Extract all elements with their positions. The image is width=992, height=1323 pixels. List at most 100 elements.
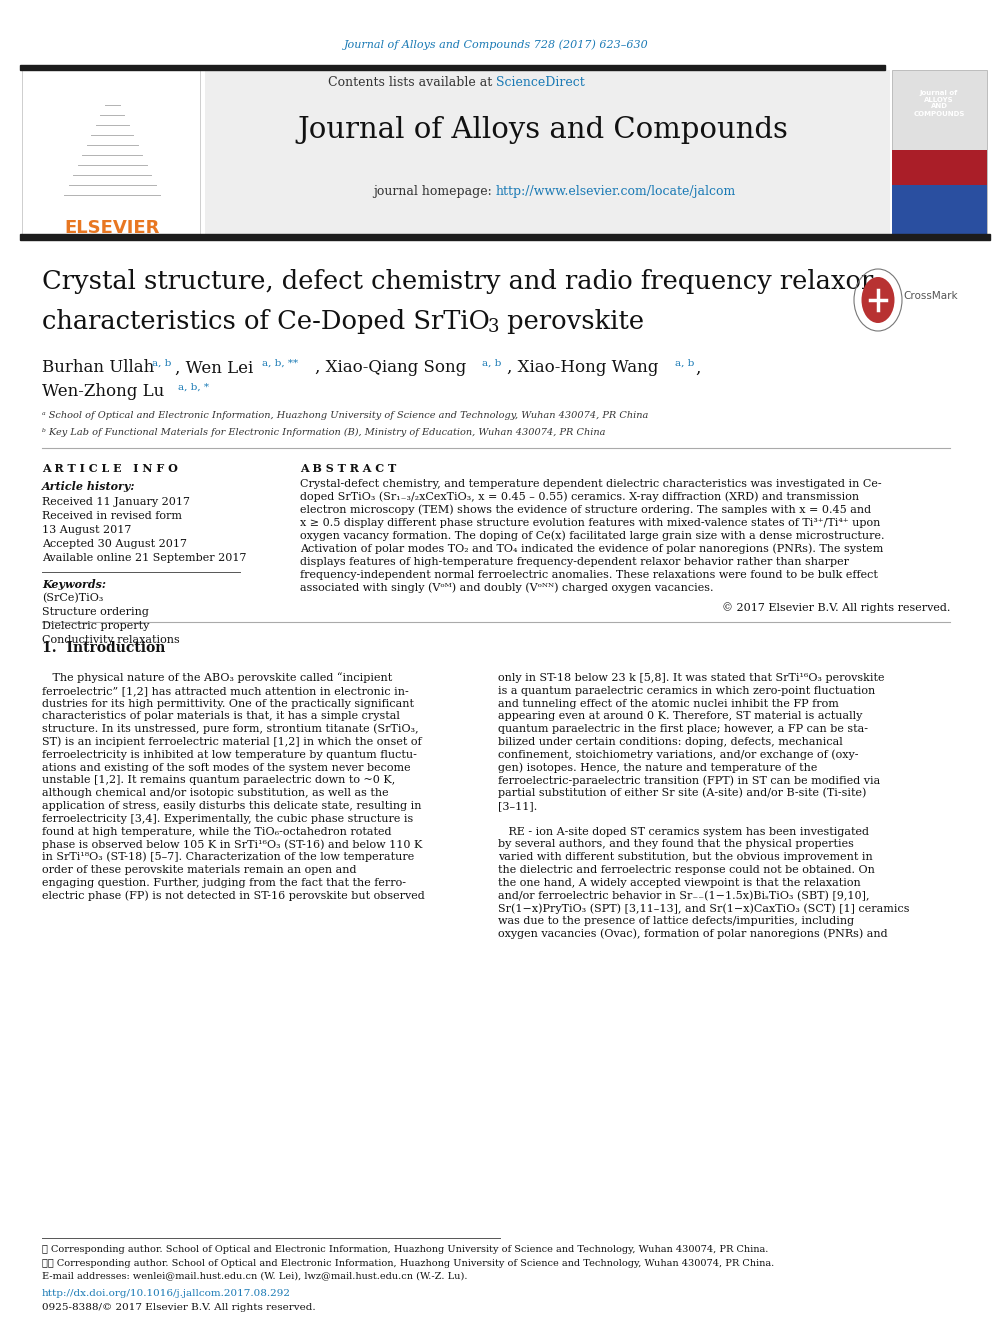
- Text: application of stress, easily disturbs this delicate state, resulting in: application of stress, easily disturbs t…: [42, 800, 422, 811]
- Text: RE - ion A-site doped ST ceramics system has been investigated: RE - ion A-site doped ST ceramics system…: [498, 827, 869, 836]
- Text: ferroelectric” [1,2] has attracted much attention in electronic in-: ferroelectric” [1,2] has attracted much …: [42, 685, 409, 696]
- Text: and tunneling effect of the atomic nuclei inhibit the FP from: and tunneling effect of the atomic nucle…: [498, 699, 839, 709]
- Text: Conductivity relaxations: Conductivity relaxations: [42, 635, 180, 646]
- Text: the one hand, A widely accepted viewpoint is that the relaxation: the one hand, A widely accepted viewpoin…: [498, 877, 861, 888]
- Text: only in ST-18 below 23 k [5,8]. It was stated that SrTi¹⁶O₃ perovskite: only in ST-18 below 23 k [5,8]. It was s…: [498, 673, 885, 683]
- Text: ferroelectricity is inhibited at low temperature by quantum fluctu-: ferroelectricity is inhibited at low tem…: [42, 750, 417, 759]
- Bar: [20, 234, 990, 239]
- Text: 1.  Introduction: 1. Introduction: [42, 642, 166, 655]
- Text: Available online 21 September 2017: Available online 21 September 2017: [42, 553, 246, 564]
- Text: by several authors, and they found that the physical properties: by several authors, and they found that …: [498, 839, 854, 849]
- Text: Keywords:: Keywords:: [42, 578, 106, 590]
- Text: Activation of polar modes TO₂ and TO₄ indicated the evidence of polar nanoregion: Activation of polar modes TO₂ and TO₄ in…: [300, 544, 883, 554]
- Text: Received in revised form: Received in revised form: [42, 511, 182, 521]
- Text: quantum paraelectric in the first place; however, a FP can be sta-: quantum paraelectric in the first place;…: [498, 724, 868, 734]
- Text: phase is observed below 105 K in SrTi¹⁶O₃ (ST-16) and below 110 K: phase is observed below 105 K in SrTi¹⁶O…: [42, 839, 423, 849]
- Text: (SrCe)TiO₃: (SrCe)TiO₃: [42, 593, 103, 603]
- Text: CrossMark: CrossMark: [903, 291, 957, 302]
- Text: 13 August 2017: 13 August 2017: [42, 525, 131, 534]
- Text: ,: ,: [695, 360, 700, 377]
- Text: ST) is an incipient ferroelectric material [1,2] in which the onset of: ST) is an incipient ferroelectric materi…: [42, 737, 422, 747]
- Text: ferroelectricity [3,4]. Experimentally, the cubic phase structure is: ferroelectricity [3,4]. Experimentally, …: [42, 814, 414, 824]
- Text: varied with different substitution, but the obvious improvement in: varied with different substitution, but …: [498, 852, 873, 863]
- Bar: [892, 70, 987, 235]
- Text: Journal of Alloys and Compounds: Journal of Alloys and Compounds: [298, 116, 789, 144]
- Text: Article history:: Article history:: [42, 482, 136, 492]
- Text: http://www.elsevier.com/locate/jalcom: http://www.elsevier.com/locate/jalcom: [496, 185, 736, 198]
- Text: 0925-8388/© 2017 Elsevier B.V. All rights reserved.: 0925-8388/© 2017 Elsevier B.V. All right…: [42, 1303, 315, 1312]
- Bar: [20, 65, 885, 70]
- Text: Journal of
ALLOYS
AND
COMPOUNDS: Journal of ALLOYS AND COMPOUNDS: [914, 90, 964, 116]
- Bar: [22, 70, 200, 235]
- Text: appearing even at around 0 K. Therefore, ST material is actually: appearing even at around 0 K. Therefore,…: [498, 712, 862, 721]
- Text: Sr(1−x)PryTiO₃ (SPT) [3,11–13], and Sr(1−x)CaxTiO₃ (SCT) [1] ceramics: Sr(1−x)PryTiO₃ (SPT) [3,11–13], and Sr(1…: [498, 904, 910, 914]
- Text: is a quantum paraelectric ceramics in which zero-point fluctuation: is a quantum paraelectric ceramics in wh…: [498, 685, 875, 696]
- Text: oxygen vacancies (Ovac), formation of polar nanoregions (PNRs) and: oxygen vacancies (Ovac), formation of po…: [498, 929, 888, 939]
- Text: engaging question. Further, judging from the fact that the ferro-: engaging question. Further, judging from…: [42, 877, 406, 888]
- Text: bilized under certain conditions: doping, defects, mechanical: bilized under certain conditions: doping…: [498, 737, 843, 747]
- Text: electric phase (FP) is not detected in ST-16 perovskite but observed: electric phase (FP) is not detected in S…: [42, 890, 425, 901]
- Text: http://dx.doi.org/10.1016/j.jallcom.2017.08.292: http://dx.doi.org/10.1016/j.jallcom.2017…: [42, 1289, 291, 1298]
- Text: Crystal structure, defect chemistry and radio frequency relaxor: Crystal structure, defect chemistry and …: [42, 270, 873, 295]
- Text: a, b, **: a, b, **: [262, 359, 299, 368]
- Text: x ≥ 0.5 display different phase structure evolution features with mixed-valence : x ≥ 0.5 display different phase structur…: [300, 519, 880, 528]
- Text: characteristics of polar materials is that, it has a simple crystal: characteristics of polar materials is th…: [42, 712, 400, 721]
- Text: although chemical and/or isotopic substitution, as well as the: although chemical and/or isotopic substi…: [42, 789, 389, 798]
- Text: , Wen Lei: , Wen Lei: [175, 360, 259, 377]
- Bar: [892, 149, 987, 185]
- Text: journal homepage:: journal homepage:: [373, 185, 496, 198]
- Text: confinement, stoichiometry variations, and/or exchange of (oxy-: confinement, stoichiometry variations, a…: [498, 750, 858, 761]
- Text: unstable [1,2]. It remains quantum paraelectric down to ~0 K,: unstable [1,2]. It remains quantum parae…: [42, 775, 395, 786]
- Text: a, b: a, b: [152, 359, 172, 368]
- Text: © 2017 Elsevier B.V. All rights reserved.: © 2017 Elsevier B.V. All rights reserved…: [721, 602, 950, 614]
- Text: structure. In its unstressed, pure form, strontium titanate (SrTiO₃,: structure. In its unstressed, pure form,…: [42, 724, 419, 734]
- Bar: [205, 70, 890, 235]
- Text: was due to the presence of lattice defects/impurities, including: was due to the presence of lattice defec…: [498, 917, 854, 926]
- Text: a, b: a, b: [482, 359, 501, 368]
- Text: ★★ Corresponding author. School of Optical and Electronic Information, Huazhong : ★★ Corresponding author. School of Optic…: [42, 1258, 774, 1267]
- Text: ations and existing of the soft modes of the system never become: ations and existing of the soft modes of…: [42, 762, 411, 773]
- Text: doped SrTiO₃ (Sr₁₋₃/₂xCexTiO₃, x = 0.45 – 0.55) ceramics. X-ray diffraction (XRD: doped SrTiO₃ (Sr₁₋₃/₂xCexTiO₃, x = 0.45 …: [300, 492, 859, 503]
- Text: Journal of Alloys and Compounds 728 (2017) 623–630: Journal of Alloys and Compounds 728 (201…: [343, 40, 649, 50]
- Text: E-mail addresses: wenlei@mail.hust.edu.cn (W. Lei), lwz@mail.hust.edu.cn (W.-Z. : E-mail addresses: wenlei@mail.hust.edu.c…: [42, 1271, 467, 1281]
- Text: in SrTi¹⁸O₃ (ST-18) [5–7]. Characterization of the low temperature: in SrTi¹⁸O₃ (ST-18) [5–7]. Characterizat…: [42, 852, 415, 863]
- Ellipse shape: [861, 277, 895, 323]
- Text: associated with singly (Vᵒᴹ) and doubly (Vᵒᴺᴺ) charged oxygen vacancies.: associated with singly (Vᵒᴹ) and doubly …: [300, 582, 713, 593]
- Text: ferroelectric-paraelectric transition (FPT) in ST can be modified via: ferroelectric-paraelectric transition (F…: [498, 775, 880, 786]
- Text: characteristics of Ce-Doped SrTiO: characteristics of Ce-Doped SrTiO: [42, 310, 490, 335]
- Text: A R T I C L E   I N F O: A R T I C L E I N F O: [42, 463, 178, 474]
- Text: ᵃ School of Optical and Electronic Information, Huazhong University of Science a: ᵃ School of Optical and Electronic Infor…: [42, 411, 649, 421]
- Text: frequency-independent normal ferroelectric anomalies. These relaxations were fou: frequency-independent normal ferroelectr…: [300, 570, 878, 579]
- Text: order of these perovskite materials remain an open and: order of these perovskite materials rema…: [42, 865, 356, 875]
- Text: Structure ordering: Structure ordering: [42, 607, 149, 617]
- Text: displays features of high-temperature frequency-dependent relaxor behavior rathe: displays features of high-temperature fr…: [300, 557, 849, 568]
- Text: , Xiao-Hong Wang: , Xiao-Hong Wang: [507, 360, 664, 377]
- Text: Contents lists available at: Contents lists available at: [327, 75, 496, 89]
- Text: partial substitution of either Sr site (A-site) and/or B-site (Ti-site): partial substitution of either Sr site (…: [498, 789, 866, 799]
- Text: a, b, *: a, b, *: [178, 382, 209, 392]
- Text: ScienceDirect: ScienceDirect: [496, 75, 584, 89]
- Text: and/or ferroelectric behavior in Sr₋₋(1−1.5x)BiₛTiO₃ (SBT) [9,10],: and/or ferroelectric behavior in Sr₋₋(1−…: [498, 890, 870, 901]
- Text: The physical nature of the ABO₃ perovskite called “incipient: The physical nature of the ABO₃ perovski…: [42, 672, 392, 684]
- Text: electron microscopy (TEM) shows the evidence of structure ordering. The samples : electron microscopy (TEM) shows the evid…: [300, 504, 871, 515]
- Text: ★ Corresponding author. School of Optical and Electronic Information, Huazhong U: ★ Corresponding author. School of Optica…: [42, 1245, 769, 1254]
- Text: A B S T R A C T: A B S T R A C T: [300, 463, 396, 474]
- Bar: [892, 169, 987, 235]
- Text: ᵇ Key Lab of Functional Materials for Electronic Information (B), Ministry of Ed: ᵇ Key Lab of Functional Materials for El…: [42, 427, 605, 437]
- Text: gen) isotopes. Hence, the nature and temperature of the: gen) isotopes. Hence, the nature and tem…: [498, 762, 817, 773]
- Text: Burhan Ullah: Burhan Ullah: [42, 360, 160, 377]
- Text: dustries for its high permittivity. One of the practically significant: dustries for its high permittivity. One …: [42, 699, 414, 709]
- Text: 3: 3: [488, 318, 500, 336]
- Text: perovskite: perovskite: [499, 310, 644, 335]
- Text: , Xiao-Qiang Song: , Xiao-Qiang Song: [315, 360, 471, 377]
- Text: Wen-Zhong Lu: Wen-Zhong Lu: [42, 384, 170, 401]
- Text: the dielectric and ferroelectric response could not be obtained. On: the dielectric and ferroelectric respons…: [498, 865, 875, 875]
- Text: Crystal-defect chemistry, and temperature dependent dielectric characteristics w: Crystal-defect chemistry, and temperatur…: [300, 479, 882, 490]
- Text: Dielectric property: Dielectric property: [42, 620, 150, 631]
- Text: Received 11 January 2017: Received 11 January 2017: [42, 497, 190, 507]
- Text: Accepted 30 August 2017: Accepted 30 August 2017: [42, 538, 187, 549]
- Text: a, b: a, b: [675, 359, 694, 368]
- Text: ELSEVIER: ELSEVIER: [64, 220, 160, 237]
- Text: [3–11].: [3–11].: [498, 800, 538, 811]
- Text: oxygen vacancy formation. The doping of Ce(x) facilitated large grain size with : oxygen vacancy formation. The doping of …: [300, 531, 885, 541]
